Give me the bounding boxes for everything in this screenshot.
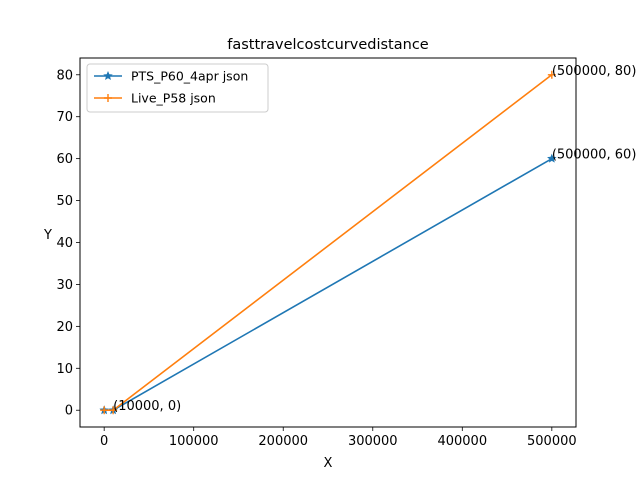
data-point — [109, 406, 118, 415]
legend-label: Live_P58 json — [131, 91, 216, 106]
x-tick-label: 100000 — [169, 434, 219, 449]
y-tick-label: 10 — [56, 362, 73, 377]
legend-label: PTS_P60_4apr json — [131, 69, 248, 84]
y-tick-label: 30 — [56, 278, 73, 293]
y-tick-label: 60 — [56, 152, 73, 167]
series-line-2 — [104, 74, 553, 412]
x-axis: 0 100000 200000 300000 400000 500000 — [100, 427, 577, 449]
x-tick-label: 300000 — [348, 434, 398, 449]
legend-marker — [103, 71, 113, 81]
y-tick-label: 50 — [56, 194, 73, 209]
data-point — [547, 153, 557, 163]
point-annotation: (500000, 60) — [552, 148, 637, 163]
y-tick-label: 70 — [56, 110, 73, 125]
data-point — [547, 70, 556, 79]
legend: PTS_P60_4apr json Live_P58 json — [86, 63, 269, 113]
legend-frame — [86, 63, 269, 113]
point-annotation: (500000, 80) — [552, 64, 637, 79]
y-axis-label: Y — [43, 228, 52, 243]
x-tick-label: 0 — [100, 434, 108, 449]
x-axis-label: X — [324, 456, 333, 471]
y-tick-label: 20 — [56, 320, 73, 335]
y-tick-label: 40 — [56, 236, 73, 251]
chart-title: fasttravelcostcurvedistance — [227, 37, 429, 53]
data-point — [100, 406, 109, 415]
x-tick-label: 500000 — [527, 434, 577, 449]
x-tick-label: 200000 — [258, 434, 308, 449]
point-annotation: (10000, 0) — [113, 399, 181, 414]
legend-marker — [104, 94, 112, 102]
y-tick-label: 80 — [56, 68, 73, 83]
series-layer — [99, 70, 557, 415]
series-line-1 — [104, 157, 553, 412]
y-axis: 0 10 20 30 40 50 60 70 80 — [56, 68, 80, 419]
x-tick-label: 400000 — [437, 434, 487, 449]
y-tick-label: 0 — [65, 404, 73, 419]
annotation-layer: (10000, 0) (500000, 60) (500000, 80) — [113, 64, 636, 414]
